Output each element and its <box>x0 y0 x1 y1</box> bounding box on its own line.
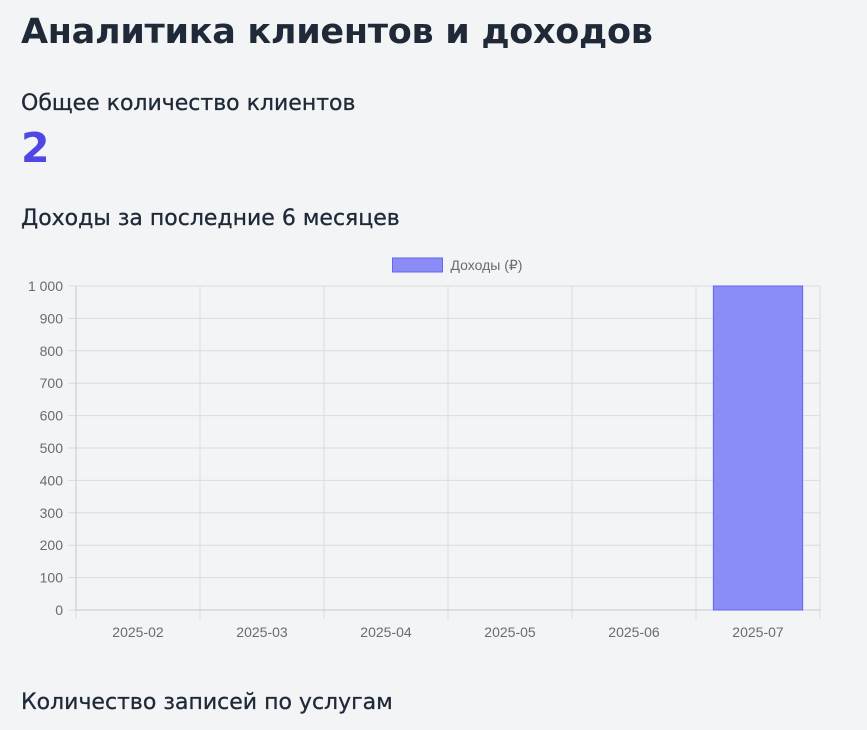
y-tick-label: 0 <box>55 602 63 618</box>
income-chart-title: Доходы за последние 6 месяцев <box>21 206 400 231</box>
x-tick-label: 2025-07 <box>732 624 784 640</box>
x-tick-label: 2025-06 <box>608 624 660 640</box>
y-tick-label: 400 <box>40 472 64 488</box>
y-tick-label: 900 <box>40 310 64 326</box>
y-tick-label: 200 <box>40 537 64 553</box>
x-tick-label: 2025-05 <box>484 624 536 640</box>
services-bookings-title: Количество записей по услугам <box>21 690 393 715</box>
bar-2025-07 <box>712 285 804 611</box>
page-title: Аналитика клиентов и доходов <box>21 12 653 52</box>
legend-swatch <box>392 257 443 273</box>
y-tick-label: 100 <box>40 570 64 586</box>
x-tick-label: 2025-02 <box>112 624 164 640</box>
y-tick-label: 800 <box>40 343 64 359</box>
x-tick-label: 2025-03 <box>236 624 288 640</box>
x-tick-label: 2025-04 <box>360 624 412 640</box>
clients-total-title: Общее количество клиентов <box>21 91 356 116</box>
legend-label: Доходы (₽) <box>451 257 523 273</box>
y-tick-label: 300 <box>40 505 64 521</box>
y-tick-label: 600 <box>40 408 64 424</box>
clients-total-value: 2 <box>21 124 50 172</box>
y-tick-label: 500 <box>40 440 64 456</box>
income-bar-chart: 0 100 200 300 400 500 600 700 800 900 1 000 2025-02… <box>28 257 821 640</box>
y-tick-label: 700 <box>40 375 64 391</box>
y-tick-label: 1 000 <box>28 278 63 294</box>
